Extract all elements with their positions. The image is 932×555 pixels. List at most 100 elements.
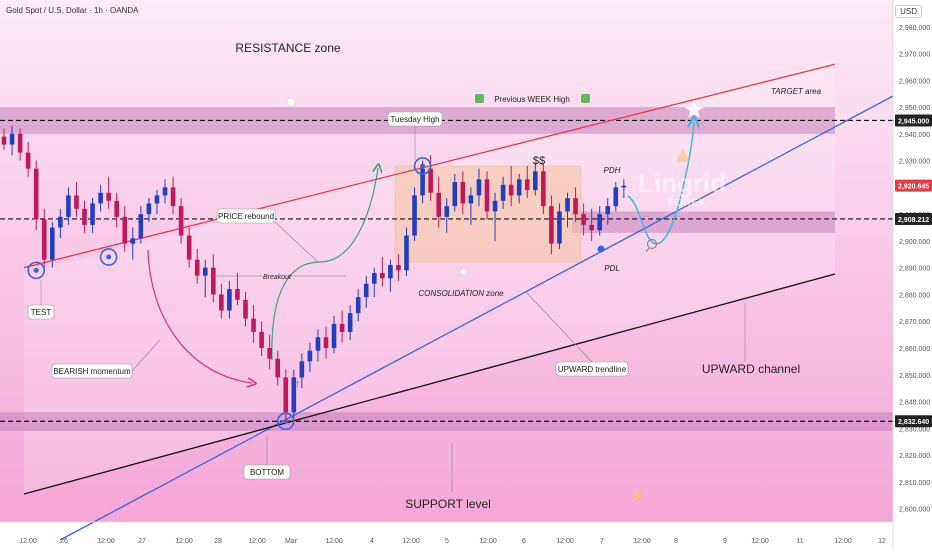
candle-9 bbox=[74, 182, 79, 217]
marker-circle-1 bbox=[99, 248, 118, 266]
svg-text:2,908.212: 2,908.212 bbox=[898, 217, 929, 224]
candle-36 bbox=[291, 369, 297, 418]
x-tick-label-6: 12:00 bbox=[248, 538, 266, 545]
candle-37 bbox=[299, 353, 305, 389]
upward-trendline bbox=[59, 95, 894, 541]
candle-body bbox=[468, 195, 474, 204]
candle-67 bbox=[541, 163, 546, 215]
bearish-arrow bbox=[147, 249, 252, 383]
x-tick-label-3: 27 bbox=[138, 538, 146, 545]
leader-bearish bbox=[131, 339, 161, 372]
candle-body bbox=[25, 152, 31, 169]
candle-body bbox=[524, 179, 530, 191]
candle-8 bbox=[66, 187, 71, 225]
candle-21 bbox=[170, 176, 176, 215]
svg-text:TEST: TEST bbox=[31, 308, 52, 317]
candle-44 bbox=[355, 289, 361, 322]
candle-74 bbox=[597, 206, 602, 236]
y-tick-label-7: 2,870.000 bbox=[899, 319, 930, 326]
y-tick-label-10: 2,900.000 bbox=[899, 239, 930, 246]
y-tick-label-15: 2,950.000 bbox=[899, 105, 930, 112]
candle-55 bbox=[444, 198, 450, 233]
candle-20 bbox=[162, 179, 168, 204]
candle-0 bbox=[1, 128, 7, 150]
x-tick-label-19: 12:00 bbox=[751, 538, 769, 545]
x-tick-label-13: 6 bbox=[522, 538, 526, 545]
candle-body bbox=[500, 184, 506, 201]
candle-17 bbox=[138, 206, 144, 244]
candle-body bbox=[58, 216, 63, 228]
candle-body bbox=[436, 192, 441, 217]
candle-58 bbox=[468, 187, 474, 225]
candle-23 bbox=[186, 227, 192, 268]
svg-text:BEARISH momentum: BEARISH momentum bbox=[53, 367, 131, 376]
candle-body bbox=[178, 206, 184, 236]
x-tick-label-8: 12:00 bbox=[325, 538, 343, 545]
candle-body bbox=[82, 208, 87, 225]
candle-body bbox=[508, 184, 514, 196]
x-tick-label-18: 9 bbox=[723, 538, 727, 545]
candle-3 bbox=[25, 141, 31, 177]
candle-body bbox=[1, 136, 7, 145]
candle-body bbox=[138, 214, 144, 239]
x-tick-label-12: 12:00 bbox=[479, 538, 497, 545]
candle-body bbox=[347, 313, 353, 332]
candle-19 bbox=[154, 190, 160, 215]
x-tick-label-21: 12:00 bbox=[834, 538, 852, 545]
marker-dot-3 bbox=[420, 163, 426, 169]
x-tick-label-9: 4 bbox=[370, 538, 374, 545]
candle-body bbox=[621, 185, 627, 188]
candle-body bbox=[589, 224, 594, 231]
marker-dot-2 bbox=[283, 418, 289, 424]
candle-body bbox=[243, 299, 248, 319]
candle-18 bbox=[146, 198, 152, 223]
candle-body bbox=[259, 331, 264, 348]
candle-70 bbox=[565, 192, 570, 228]
y-tick-label-17: 2,970.000 bbox=[899, 52, 930, 59]
candle-54 bbox=[436, 176, 441, 228]
support-zone-band bbox=[0, 412, 893, 431]
candle-31 bbox=[251, 305, 256, 343]
x-tick-label-17: 8 bbox=[674, 538, 678, 545]
currency-button[interactable]: USD bbox=[895, 5, 922, 18]
plus-circle-icon bbox=[286, 97, 296, 107]
candle-28 bbox=[227, 281, 232, 319]
label-pdh: PDH bbox=[604, 166, 621, 175]
candle-77 bbox=[621, 179, 627, 199]
y-tick-label-6: 2,860.000 bbox=[899, 346, 930, 353]
candle-47 bbox=[380, 256, 385, 287]
candle-body bbox=[251, 318, 256, 332]
candle-body bbox=[267, 348, 272, 359]
candle-50 bbox=[404, 227, 409, 276]
candle-body bbox=[404, 235, 409, 271]
candle-body bbox=[613, 187, 619, 207]
x-tick-label-7: Mar bbox=[285, 538, 298, 545]
candle-body bbox=[33, 168, 39, 220]
candle-body bbox=[533, 171, 538, 191]
candle-body bbox=[219, 294, 224, 311]
candle-body bbox=[122, 216, 128, 244]
candle-body bbox=[331, 323, 337, 348]
candle-73 bbox=[589, 208, 594, 241]
y-tick-label-3: 2,830.000 bbox=[899, 426, 930, 433]
candle-body bbox=[581, 214, 586, 225]
label-upward-channel: UPWARD channel bbox=[702, 362, 800, 376]
candle-body bbox=[323, 337, 329, 348]
candle-body bbox=[355, 297, 361, 314]
y-tick-label-0: 2,800.000 bbox=[899, 507, 930, 514]
candle-26 bbox=[211, 254, 216, 303]
marker-circle-3 bbox=[413, 157, 432, 175]
svg-text:2,832.640: 2,832.640 bbox=[898, 419, 929, 426]
candle-6 bbox=[50, 222, 55, 268]
y-tick-label-5: 2,850.000 bbox=[899, 373, 930, 380]
y-tick-label-18: 2,980.000 bbox=[899, 25, 930, 32]
lightning-icon: ⚡ bbox=[632, 489, 644, 502]
candle-body bbox=[476, 179, 482, 196]
channel-lower-line bbox=[23, 273, 836, 495]
label-upward-trendline: UPWARD trendline bbox=[555, 361, 629, 377]
candle-body bbox=[549, 206, 554, 244]
x-tick-label-11: 5 bbox=[445, 538, 449, 545]
label-target-area: TARGET area bbox=[771, 87, 822, 96]
check-icon-right bbox=[581, 94, 590, 103]
